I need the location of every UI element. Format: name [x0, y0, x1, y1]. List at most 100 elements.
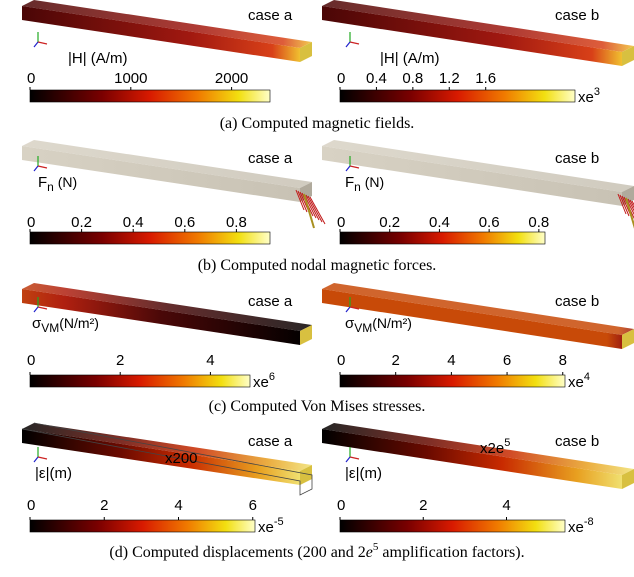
beam	[322, 0, 634, 66]
beam	[322, 423, 634, 489]
beam-end	[622, 46, 634, 66]
beam-top	[22, 283, 312, 331]
beam-front	[322, 289, 622, 349]
caption: (a) Computed magnetic fields.	[220, 115, 415, 132]
colorbar-tick-label: 1.2	[439, 70, 460, 87]
axis-triad	[345, 306, 351, 313]
quantity-label: |ε|(m)	[345, 465, 382, 482]
colorbar-tick-label: 0.2	[379, 214, 400, 231]
beam-front	[322, 429, 622, 489]
quantity-symbol: |H| (A/m)	[380, 50, 439, 67]
caption-text: (d) Computed displacements (200 and 2	[109, 544, 365, 561]
colorbar-tick-label: 1.6	[475, 70, 496, 87]
axis-triad	[33, 306, 39, 313]
amplification-power: 5	[504, 437, 510, 449]
colorbar-tick-label: 6	[249, 497, 257, 514]
colorbar-tick-label: 0.4	[123, 214, 144, 231]
quantity-label: |H| (A/m)	[68, 50, 127, 67]
beam-front	[22, 429, 300, 485]
beam-end	[300, 465, 312, 485]
exponent-base: xe	[253, 374, 269, 391]
caption-text: amplification factors).	[378, 544, 524, 561]
quantity-unit: (N)	[54, 174, 77, 190]
case-label: case a	[248, 150, 293, 167]
quantity-subscript: n	[354, 180, 361, 194]
force-arrow	[309, 196, 326, 225]
colorbar-tick-label: 0	[27, 497, 35, 514]
colorbar-tick-label: 4	[174, 497, 182, 514]
beam	[22, 0, 312, 62]
quantity-unit: (N/m²)	[372, 315, 412, 331]
caption: (b) Computed nodal magnetic forces.	[198, 257, 437, 274]
case-label: case a	[248, 433, 293, 450]
colorbar-tick-label: 4	[206, 352, 214, 369]
quantity-label: |ε|(m)	[35, 465, 72, 482]
colorbar	[339, 519, 566, 533]
colorbar-exponent: xe4	[568, 371, 590, 391]
colorbar-tick-label: 0.8	[226, 214, 247, 231]
force-arrow	[617, 193, 627, 215]
colorbar-tick-label: 8	[559, 352, 567, 369]
axis-triad	[37, 41, 48, 45]
case-label: case b	[555, 433, 599, 450]
quantity-symbol: σ	[32, 315, 42, 332]
colorbar-tick-label: 0	[337, 70, 345, 87]
colorbar	[339, 374, 566, 388]
colorbar-tick-label: 0.8	[402, 70, 423, 87]
beam-end	[300, 325, 312, 345]
quantity-unit: (N)	[361, 174, 384, 190]
axis-triad	[345, 165, 351, 172]
amplification-base: x2e	[480, 440, 504, 457]
case-label: case b	[555, 150, 599, 167]
colorbar-tick-label: 2	[116, 352, 124, 369]
amplification-label: x200	[165, 450, 198, 467]
caption: (c) Computed Von Mises stresses.	[209, 398, 426, 415]
quantity-label: Fn (N)	[345, 174, 384, 194]
beam-top	[322, 423, 634, 475]
beam	[22, 140, 326, 229]
quantity-symbol: |H| (A/m)	[68, 50, 127, 67]
colorbar-tick-label: 2	[392, 352, 400, 369]
colorbar-tick-label: 1000	[114, 70, 147, 87]
colorbar-tick-label: 0.2	[71, 214, 92, 231]
quantity-symbol: σ	[345, 315, 355, 332]
undeformed-outline	[21, 422, 313, 496]
exponent-power: 4	[584, 371, 590, 383]
axis-triad	[33, 165, 39, 172]
colorbar-exponent: xe3	[578, 86, 600, 106]
quantity-symbol: F	[345, 174, 354, 191]
colorbar-tick-label: 0	[337, 352, 345, 369]
caption: (d) Computed displacements (200 and 2e5 …	[109, 541, 524, 561]
quantity-label: σVM(N/m²)	[32, 315, 99, 335]
axis-triad	[345, 41, 351, 48]
beam-front	[22, 289, 300, 345]
colorbar-tick-label: 0.4	[366, 70, 387, 87]
beam-end	[300, 42, 312, 62]
axis-triad	[37, 306, 48, 310]
quantity-subscript: n	[47, 180, 54, 194]
colorbar-tick-label: 2000	[215, 70, 248, 87]
beam	[22, 283, 312, 345]
beam-top	[322, 0, 634, 52]
caption-superscript: 5	[373, 541, 379, 553]
exponent-power: 3	[594, 86, 600, 98]
exponent-power: 6	[269, 371, 275, 383]
colorbar	[29, 519, 256, 533]
axis-triad	[33, 456, 39, 463]
colorbar	[339, 89, 576, 103]
beam-end	[622, 329, 634, 349]
force-arrow	[295, 189, 305, 211]
colorbar-tick-label: 0.8	[528, 214, 549, 231]
figure-row: case a Fn (N) 0 0.2 0.4 0.6 0.8 case b Fn (N) 0 0.…	[22, 140, 634, 245]
beam-front	[322, 146, 622, 206]
colorbar	[29, 231, 271, 245]
colorbar-tick-label: 4	[502, 497, 510, 514]
colorbar	[339, 231, 546, 245]
colorbar	[29, 89, 271, 103]
force-arrow	[303, 193, 315, 229]
quantity-subscript: VM	[354, 321, 372, 335]
exponent-power: -5	[274, 516, 284, 528]
axis-triad	[37, 456, 48, 460]
